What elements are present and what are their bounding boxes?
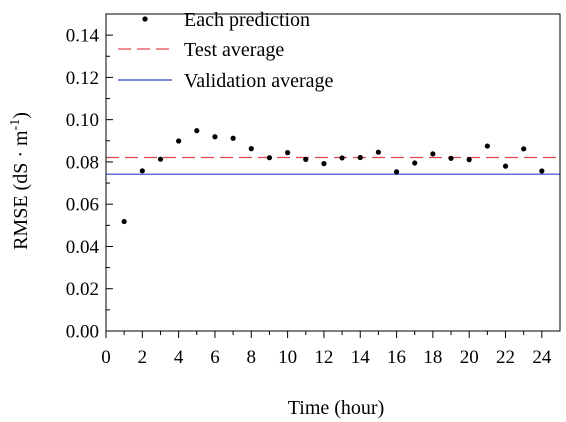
x-tick-label: 20 (460, 347, 479, 368)
prediction-point (412, 160, 418, 166)
prediction-point (176, 138, 182, 144)
x-tick-label: 6 (210, 347, 220, 368)
prediction-point (139, 168, 145, 174)
prediction-point (194, 128, 200, 134)
prediction-point (539, 168, 545, 174)
prediction-point (393, 169, 400, 175)
legend-label: Validation average (184, 70, 333, 92)
prediction-point (375, 149, 381, 155)
prediction-point (321, 161, 327, 167)
y-axis-title: RMSE (dS · m-1) (8, 112, 32, 250)
prediction-point (430, 151, 436, 157)
prediction-point (248, 146, 254, 152)
x-tick-label: 22 (496, 347, 515, 368)
prediction-point (339, 155, 345, 161)
prediction-point (502, 163, 509, 169)
y-tick-label: 0.12 (66, 68, 99, 89)
legend-label: Test average (184, 39, 284, 61)
reference-lines (106, 156, 560, 175)
legend-marker-points (142, 16, 148, 22)
prediction-point (303, 156, 309, 162)
x-tick-label: 2 (138, 347, 148, 368)
y-axis-title-close: ) (10, 112, 32, 119)
x-tick-label: 24 (532, 347, 552, 368)
x-axis-title: Time (hour) (288, 397, 384, 419)
prediction-point (266, 155, 273, 161)
prediction-point (157, 156, 164, 162)
x-tick-label: 10 (278, 347, 297, 368)
x-tick-label: 12 (314, 347, 333, 368)
plot-frame (105, 13, 561, 332)
prediction-point (121, 218, 127, 225)
x-tick-label: 4 (174, 347, 184, 368)
prediction-points (121, 128, 545, 225)
x-tick-label: 18 (423, 347, 442, 368)
prediction-point (212, 134, 218, 140)
x-tick-label: 8 (247, 347, 257, 368)
legend-label: Each prediction (184, 9, 310, 31)
y-tick-label: 0.02 (66, 279, 99, 300)
prediction-point (357, 154, 363, 161)
y-tick-label: 0.08 (66, 152, 99, 173)
prediction-point (484, 143, 490, 149)
y-tick-label: 0.10 (66, 110, 99, 131)
prediction-point (466, 157, 472, 163)
y-tick-label: 0.00 (66, 322, 99, 343)
prediction-point (448, 155, 454, 161)
y-tick-label: 0.14 (66, 26, 100, 47)
y-tick-label: 0.06 (66, 195, 99, 216)
y-axis-ticks: 0.00 0.02 0.04 0.06 0.08 0.10 0.12 0.14 (66, 26, 113, 343)
x-tick-label: 14 (351, 347, 371, 368)
prediction-point (521, 146, 527, 152)
x-tick-label: 0 (101, 347, 111, 368)
prediction-point (230, 135, 236, 141)
y-axis-title-main: RMSE (dS · m (10, 130, 32, 250)
y-axis-title-superscript: -1 (8, 119, 23, 131)
x-axis-ticks: 0 2 4 6 8 10 12 14 16 18 20 22 24 (101, 331, 552, 368)
y-tick-label: 0.04 (66, 237, 100, 258)
prediction-point (285, 150, 291, 156)
legend: Each prediction Test average Validation av… (118, 9, 333, 92)
x-tick-label: 16 (387, 347, 406, 368)
